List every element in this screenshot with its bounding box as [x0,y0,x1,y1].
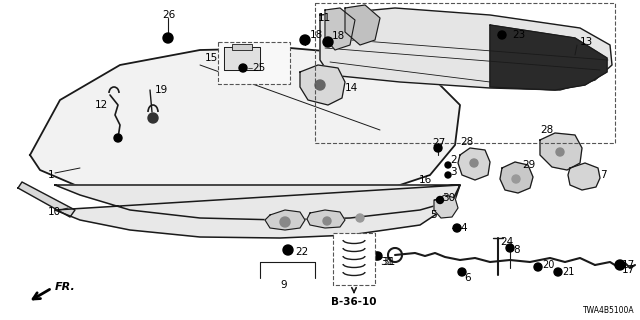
Polygon shape [320,8,612,90]
Polygon shape [18,182,75,217]
Text: 14: 14 [345,83,358,93]
Text: 19: 19 [155,85,168,95]
Text: 5: 5 [430,210,436,220]
Text: 9: 9 [280,280,287,290]
Circle shape [453,224,461,232]
FancyBboxPatch shape [333,233,375,285]
Polygon shape [500,162,533,193]
Text: 20: 20 [542,260,554,270]
Polygon shape [458,148,490,180]
Polygon shape [345,5,380,45]
Text: 18: 18 [310,30,323,40]
Text: 31: 31 [380,257,393,267]
Circle shape [498,31,506,39]
Text: B-36-10: B-36-10 [332,297,377,307]
Text: 28: 28 [540,125,553,135]
Text: 25: 25 [252,63,265,73]
Polygon shape [300,65,345,105]
Circle shape [436,196,444,204]
Circle shape [374,252,382,260]
Circle shape [148,113,158,123]
Circle shape [445,162,451,168]
Text: 29: 29 [522,160,535,170]
Text: 12: 12 [95,100,108,110]
Circle shape [283,245,293,255]
Polygon shape [307,210,345,228]
Polygon shape [30,48,460,205]
Text: 23: 23 [512,30,525,40]
Text: 15: 15 [205,53,218,63]
Text: 4: 4 [460,223,467,233]
Circle shape [534,263,542,271]
Text: 31: 31 [382,257,396,267]
Circle shape [434,144,442,152]
Text: 22: 22 [295,247,308,257]
Circle shape [114,134,122,142]
Circle shape [615,260,625,270]
Circle shape [445,172,451,178]
Polygon shape [325,8,355,50]
Text: 3: 3 [450,167,456,177]
Text: 26: 26 [162,10,175,20]
Circle shape [239,64,247,72]
Circle shape [554,268,562,276]
Polygon shape [568,163,600,190]
Circle shape [506,244,514,252]
Text: 17: 17 [622,260,636,270]
Text: 24: 24 [500,237,513,247]
Polygon shape [540,133,582,170]
Text: 2: 2 [450,155,456,165]
Circle shape [372,252,380,260]
Text: 1: 1 [48,170,54,180]
Circle shape [356,214,364,222]
Text: 8: 8 [513,245,520,255]
Circle shape [470,159,478,167]
Circle shape [323,217,331,225]
Text: 30: 30 [442,193,455,203]
Circle shape [512,175,520,183]
Text: 11: 11 [318,13,332,23]
Circle shape [556,148,564,156]
Circle shape [458,268,466,276]
Text: 13: 13 [580,37,593,47]
Bar [232,44,252,50]
Text: 7: 7 [600,170,607,180]
Polygon shape [490,25,607,90]
Polygon shape [265,210,305,230]
Polygon shape [224,47,260,70]
Text: 21: 21 [562,267,574,277]
Polygon shape [55,185,460,238]
Text: 18: 18 [332,31,345,41]
Text: FR.: FR. [55,282,76,292]
Text: 6: 6 [464,273,470,283]
Text: 17: 17 [622,265,636,275]
Polygon shape [434,195,458,218]
Text: 10: 10 [48,207,61,217]
Text: 28: 28 [460,137,473,147]
Circle shape [315,80,325,90]
FancyBboxPatch shape [218,42,290,84]
Text: 27: 27 [432,138,445,148]
Circle shape [323,37,333,47]
Circle shape [280,217,290,227]
Circle shape [163,33,173,43]
Circle shape [300,35,310,45]
Text: 16: 16 [419,175,432,185]
Text: TWA4B5100A: TWA4B5100A [584,306,635,315]
